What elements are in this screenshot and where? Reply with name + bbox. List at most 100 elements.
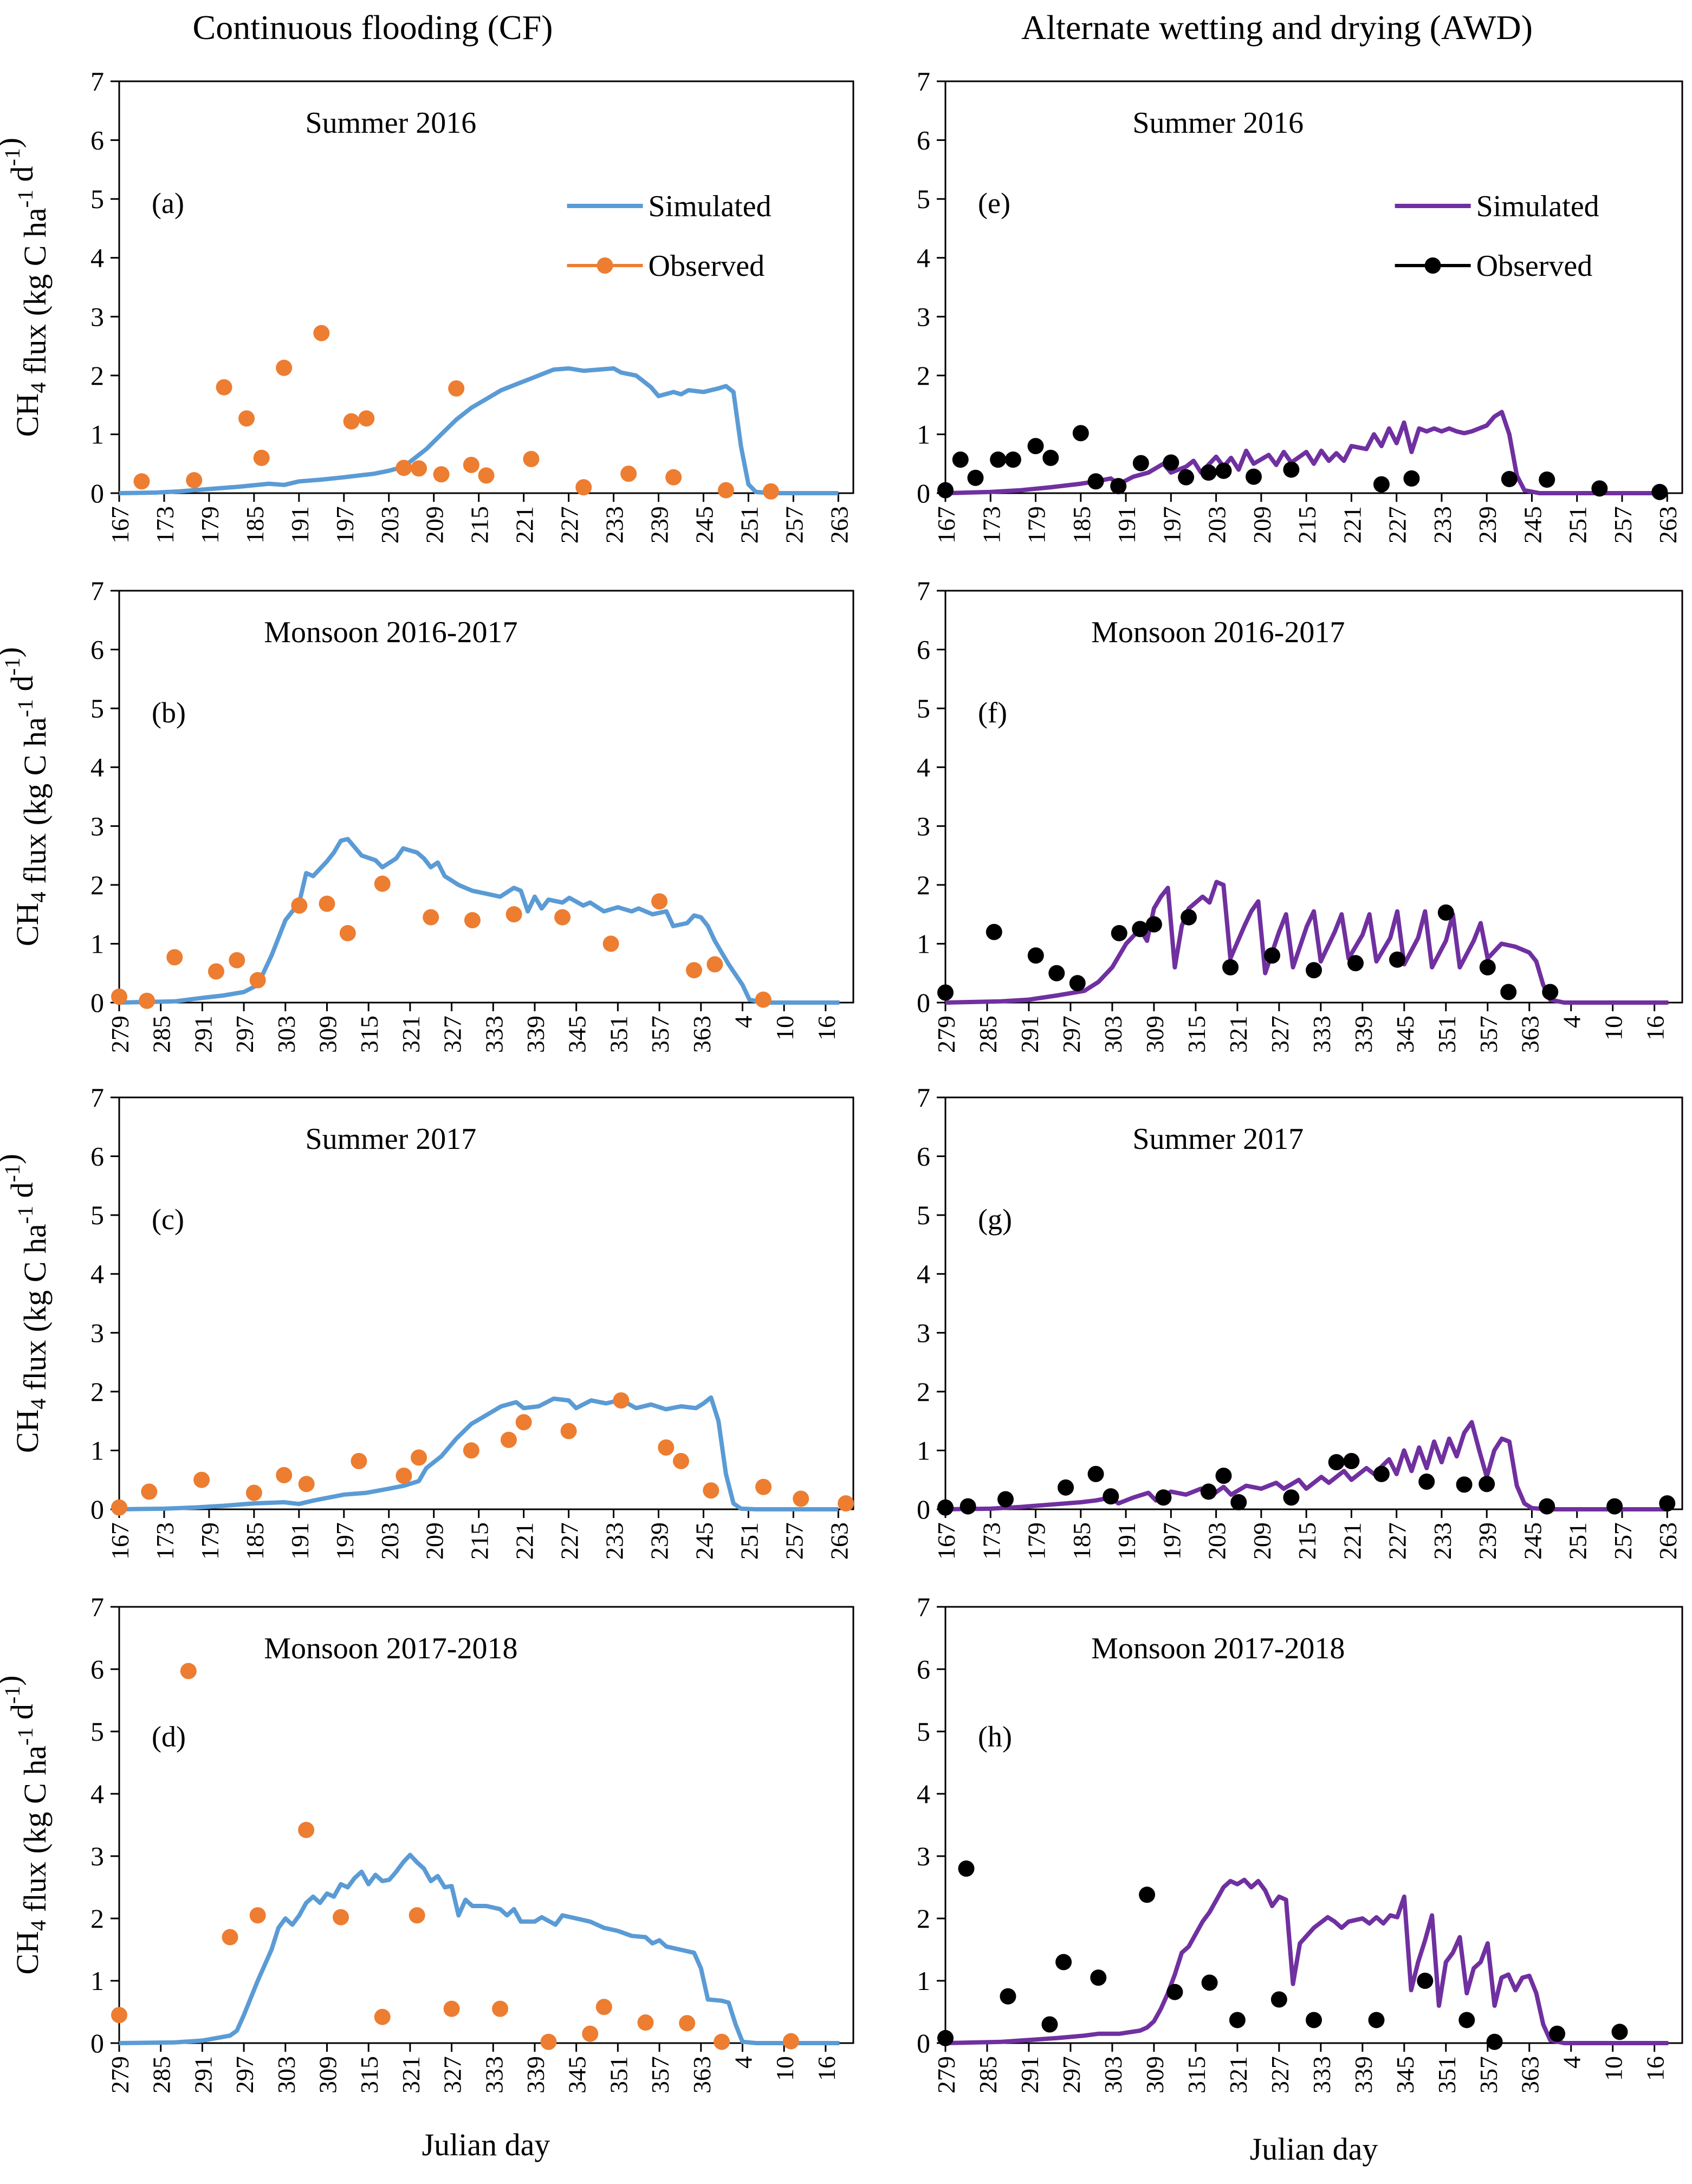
- panel-d-frame: [118, 1606, 854, 2044]
- panel-a-xtick-label: 221: [511, 506, 539, 544]
- panel-a-xtick-label: 197: [331, 506, 359, 544]
- panel-a-xtick-label: 203: [376, 506, 404, 544]
- panel-b-xtick-label: 351: [605, 1016, 632, 1053]
- panel-a-observed-point: [762, 483, 779, 500]
- panel-a-legend-simulated-label: Simulated: [649, 190, 772, 223]
- panel-b-observed-point: [139, 992, 155, 1009]
- panel-g-label: (g): [978, 1203, 1012, 1236]
- panel-e-observed-point: [1373, 476, 1390, 493]
- panel-c-observed-point: [463, 1442, 479, 1459]
- panel-e-observed-point: [1087, 473, 1104, 490]
- panel-d-xtick-label: 291: [189, 2056, 217, 2093]
- panel-b-y-axis-label: CH4 flux (kg C ha-1 d-1): [0, 647, 53, 946]
- panel-d-observed-point: [249, 1907, 266, 1924]
- panel-d-xtick-label: 345: [563, 2056, 591, 2093]
- panel-c-observed-point: [613, 1392, 630, 1409]
- panel-b-xtick-label: 339: [522, 1016, 549, 1053]
- panel-d-observed-point: [582, 2025, 599, 2042]
- panel-f-xtick-label: 309: [1141, 1016, 1169, 1053]
- panel-g-observed-point: [997, 1491, 1014, 1508]
- panel-c-observed-point: [793, 1490, 809, 1507]
- panel-g-xtick-label: 209: [1248, 1522, 1276, 1560]
- panel-b-observed-point: [208, 963, 224, 980]
- panel-a-observed-point: [523, 451, 540, 468]
- panel-a-observed-point: [433, 466, 450, 483]
- panel-f-xtick-label: 4: [1558, 1016, 1586, 1028]
- panel-f-xtick-label: 303: [1099, 1016, 1127, 1053]
- panel-f-xtick-label: 345: [1391, 1016, 1419, 1053]
- panel-e-observed-point: [952, 451, 969, 468]
- panel-h-ytick-label: 7: [917, 1592, 930, 1622]
- panel-c-xtick-label: 173: [151, 1522, 179, 1560]
- panel-h-observed-point: [1139, 1886, 1156, 1903]
- panel-h-xtick-label: 315: [1183, 2056, 1210, 2093]
- panel-c-xtick-label: 233: [601, 1522, 628, 1560]
- panel-f-xtick-label: 315: [1183, 1016, 1210, 1053]
- panel-h-ytick-label: 4: [917, 1779, 930, 1809]
- panel-f-observed-point: [1389, 951, 1405, 968]
- panel-h-xtick-label: 345: [1391, 2056, 1419, 2093]
- panel-c-observed-point: [141, 1483, 158, 1500]
- panel-f-xtick-label: 279: [932, 1016, 960, 1053]
- panel-f-observed-point: [1181, 909, 1197, 926]
- panel-d-xtick-label: 363: [688, 2056, 716, 2093]
- panel-g-observed-point: [1058, 1479, 1074, 1496]
- panel-a-ytick-label: 6: [90, 125, 104, 156]
- panel-d-observed-point: [443, 2000, 460, 2017]
- panel-f-observed-point: [986, 923, 1002, 940]
- panel-a-xtick-label: 263: [825, 506, 853, 544]
- panel-g-xtick-label: 173: [977, 1522, 1005, 1560]
- panel-e-series-simulated: [945, 410, 1668, 495]
- panel-a-series-simulated: [119, 366, 839, 495]
- panel-d-xtick-label: 279: [106, 2056, 134, 2093]
- panel-h-xtick-label: 285: [974, 2056, 1002, 2093]
- panel-a-title: Summer 2016: [305, 106, 476, 140]
- panel-f-ytick-label: 7: [917, 576, 930, 606]
- panel-h-observed-point: [1458, 2012, 1475, 2028]
- panel-b-observed-point: [505, 906, 522, 923]
- panel-e-ytick-label: 2: [917, 360, 930, 391]
- panel-g-observed-point: [1103, 1488, 1119, 1505]
- panel-h-xtick-label: 297: [1058, 2056, 1085, 2093]
- panel-a-xtick-label: 233: [601, 506, 628, 544]
- panel-b-title: Monsoon 2016-2017: [264, 616, 517, 649]
- panel-h-xtick-label: 339: [1350, 2056, 1377, 2093]
- panel-a-ytick-label: 5: [90, 184, 104, 214]
- panel-e-title: Summer 2016: [1132, 106, 1304, 140]
- panel-g-xtick-label: 167: [932, 1522, 960, 1560]
- panel-f-xtick-label: 285: [974, 1016, 1002, 1053]
- panel-b-xtick-label: 279: [106, 1016, 134, 1053]
- panel-f-observed-point: [1306, 962, 1322, 979]
- panel-h-label: (h): [978, 1721, 1012, 1753]
- panel-b-observed-point: [706, 956, 723, 973]
- panel-h-title: Monsoon 2017-2018: [1091, 1632, 1345, 1665]
- panel-g-observed-point: [1659, 1495, 1676, 1512]
- panel-g-observed-point: [1373, 1465, 1390, 1482]
- panel-g-ytick-label: 0: [917, 1494, 930, 1524]
- panel-d-ytick-label: 0: [90, 2028, 104, 2058]
- panel-f-xtick-label: 333: [1308, 1016, 1336, 1053]
- panel-h-xtick-label: 333: [1308, 2056, 1336, 2093]
- panel-g-xtick-label: 185: [1068, 1522, 1095, 1560]
- panel-d-observed-point: [409, 1907, 425, 1924]
- panel-c-observed-point: [193, 1471, 210, 1488]
- panel-h-xtick-label: 4: [1558, 2056, 1586, 2069]
- panel-e-xtick-label: 257: [1609, 506, 1637, 544]
- panel-b-observed-point: [685, 962, 702, 979]
- panel-b-xtick-label: 10: [771, 1016, 799, 1041]
- panel-d-xtick-label: 16: [813, 2056, 840, 2081]
- panel-a-ytick-label: 7: [90, 66, 104, 96]
- panel-f-ytick-label: 5: [917, 693, 930, 723]
- panel-e-xtick-label: 251: [1564, 506, 1592, 544]
- panel-f-observed-point: [1500, 984, 1517, 1000]
- panel-b-ytick-label: 6: [90, 635, 104, 665]
- panel-g-observed-point: [1479, 1476, 1495, 1492]
- panel-b-xtick-label: 285: [148, 1016, 176, 1053]
- panel-a-legend-observed-label: Observed: [649, 249, 765, 283]
- panel-g-xtick-label: 263: [1654, 1522, 1682, 1560]
- panel-a-xtick-label: 209: [421, 506, 449, 544]
- panel-b-observed-point: [464, 912, 481, 928]
- panel-c-ytick-label: 0: [90, 1494, 104, 1524]
- panel-h-observed-point: [958, 1860, 975, 1877]
- panel-d-observed-point: [782, 2033, 799, 2050]
